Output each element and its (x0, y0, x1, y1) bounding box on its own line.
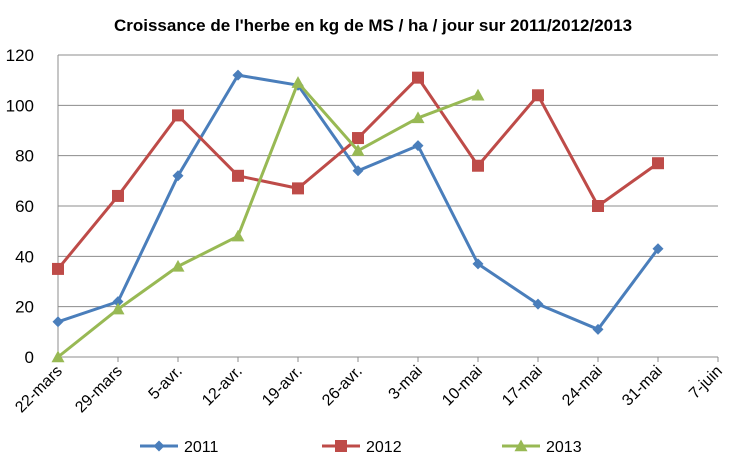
legend-label: 2011 (184, 439, 219, 456)
data-point-2012 (292, 182, 304, 195)
legend-entry-2011: 2011 (140, 439, 219, 456)
data-point-2013 (231, 229, 245, 242)
x-tick-label: 7-juin (686, 363, 726, 403)
data-point-2011 (412, 140, 424, 152)
x-tick-label: 22-mars (12, 363, 66, 417)
series-line-2011 (57, 73, 660, 331)
x-tick-label: 31-mai (619, 363, 666, 410)
data-point-2012 (472, 159, 484, 172)
data-point-2013 (471, 88, 485, 101)
axes: 0 20 40 60 80 100 120 22-mars 29-mars 5-avr. 12-av… (6, 46, 726, 416)
x-tick-label: 12-avr. (199, 363, 246, 410)
x-tick-label: 26-avr. (319, 363, 366, 410)
data-point-2013 (51, 350, 65, 363)
data-point-2011 (52, 316, 64, 328)
y-tick-label: 60 (15, 197, 34, 216)
data-point-2013 (351, 144, 365, 156)
data-point-2012 (532, 89, 544, 102)
data-point-2011 (112, 296, 124, 308)
gridlines (58, 54, 718, 308)
x-tick-label: 29-mars (72, 363, 126, 417)
legend-entry-2012: 2012 (322, 439, 402, 456)
series-layer (51, 69, 664, 363)
data-point-2011 (592, 323, 604, 335)
data-point-2012 (112, 189, 124, 202)
chart-title: Croissance de l'herbe en kg de MS / ha /… (114, 16, 632, 35)
data-point-2013 (291, 76, 305, 88)
series-2011 (52, 69, 664, 335)
data-point-2012 (412, 71, 424, 84)
y-tick-label: 0 (25, 348, 34, 367)
data-point-2011 (472, 258, 484, 270)
y-tick-label: 120 (6, 46, 34, 65)
legend-marker (335, 440, 347, 452)
y-tick-label: 40 (15, 247, 34, 266)
data-point-2011 (172, 170, 184, 182)
legend-label: 2012 (366, 439, 402, 456)
x-tick-label: 10-mai (439, 363, 486, 410)
data-point-2012 (52, 262, 64, 275)
x-tick-label: 19-avr. (259, 363, 306, 410)
x-tick-label: 24-mai (559, 363, 606, 410)
data-point-2011 (532, 298, 544, 310)
y-tick-label: 20 (15, 298, 34, 317)
data-point-2012 (172, 109, 184, 122)
y-tick-label: 100 (6, 96, 34, 115)
legend-marker (153, 440, 165, 452)
data-point-2011 (652, 243, 664, 255)
data-point-2011 (232, 69, 244, 81)
data-point-2011 (352, 165, 364, 177)
x-tick-label: 17-mai (499, 363, 546, 410)
data-point-2013 (111, 302, 125, 315)
series-2012 (52, 71, 664, 275)
data-point-2012 (352, 132, 364, 145)
data-point-2013 (171, 259, 185, 272)
x-tick-label: 3-mai (386, 363, 426, 403)
series-2013 (51, 76, 485, 363)
series-line-2013 (57, 81, 479, 359)
data-point-2013 (411, 111, 425, 124)
data-point-2012 (232, 169, 244, 182)
data-point-2012 (592, 200, 604, 212)
legend: 2011 2012 2013 (140, 439, 582, 456)
y-tick-label: 80 (15, 147, 34, 166)
legend-label: 2013 (546, 439, 582, 456)
data-point-2012 (652, 157, 664, 170)
legend-entry-2013: 2013 (502, 439, 582, 456)
x-tick-label: 5-avr. (146, 363, 186, 403)
legend-marker (514, 439, 528, 452)
